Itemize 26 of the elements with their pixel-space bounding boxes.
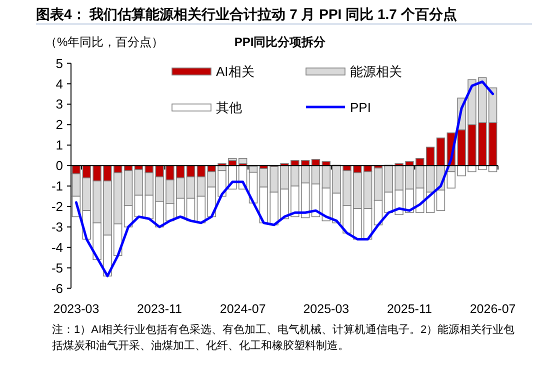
text: 注：1）AI相关行业包括有色采选、有色加工、电气机械、计算机通信电子。2）能源相关行业包括煤炭和油气开采、油煤加工、化纤、化工和橡胶塑料制造。 bbox=[52, 322, 516, 354]
y-tick-label: 4 bbox=[56, 76, 63, 92]
x-tick-label: 2025-11 bbox=[387, 302, 432, 316]
chart-title: 图表4： 我们估算能源相关行业合计拉动 7 月 PPI 同比 1.7 个百分点 bbox=[36, 6, 457, 22]
legend-label: 能源相关 bbox=[350, 64, 402, 79]
chart-subtitle: PPI同比分项拆分 bbox=[234, 35, 327, 49]
x-tick-label: 2026-07 bbox=[470, 302, 516, 316]
y-tick-label: 0 bbox=[56, 158, 63, 174]
y-tick-label: 3 bbox=[56, 96, 63, 112]
y-tick-label: -6 bbox=[51, 280, 63, 296]
y-tick-label: -2 bbox=[51, 198, 63, 214]
x-tick-label: 2025-03 bbox=[303, 302, 350, 316]
y-tick-label: -5 bbox=[51, 260, 63, 276]
y-tick-label: 1 bbox=[56, 138, 63, 153]
x-tick-label: 2024-07 bbox=[220, 302, 266, 316]
y-tick-label: 2 bbox=[56, 117, 63, 132]
x-tick-label: 2023-11 bbox=[137, 302, 182, 316]
y-tick-label: -4 bbox=[51, 240, 63, 255]
y-tick-label: 5 bbox=[56, 56, 63, 71]
y-axis-title: （%年同比，百分点） bbox=[45, 35, 164, 49]
legend-label: AI相关 bbox=[216, 64, 254, 79]
y-tick-label: -3 bbox=[51, 219, 63, 234]
x-tick-label: 2023-03 bbox=[53, 302, 100, 316]
legend-label: PPI bbox=[350, 100, 371, 115]
legend-label: 其他 bbox=[216, 100, 242, 115]
y-tick-label: -1 bbox=[51, 178, 63, 194]
